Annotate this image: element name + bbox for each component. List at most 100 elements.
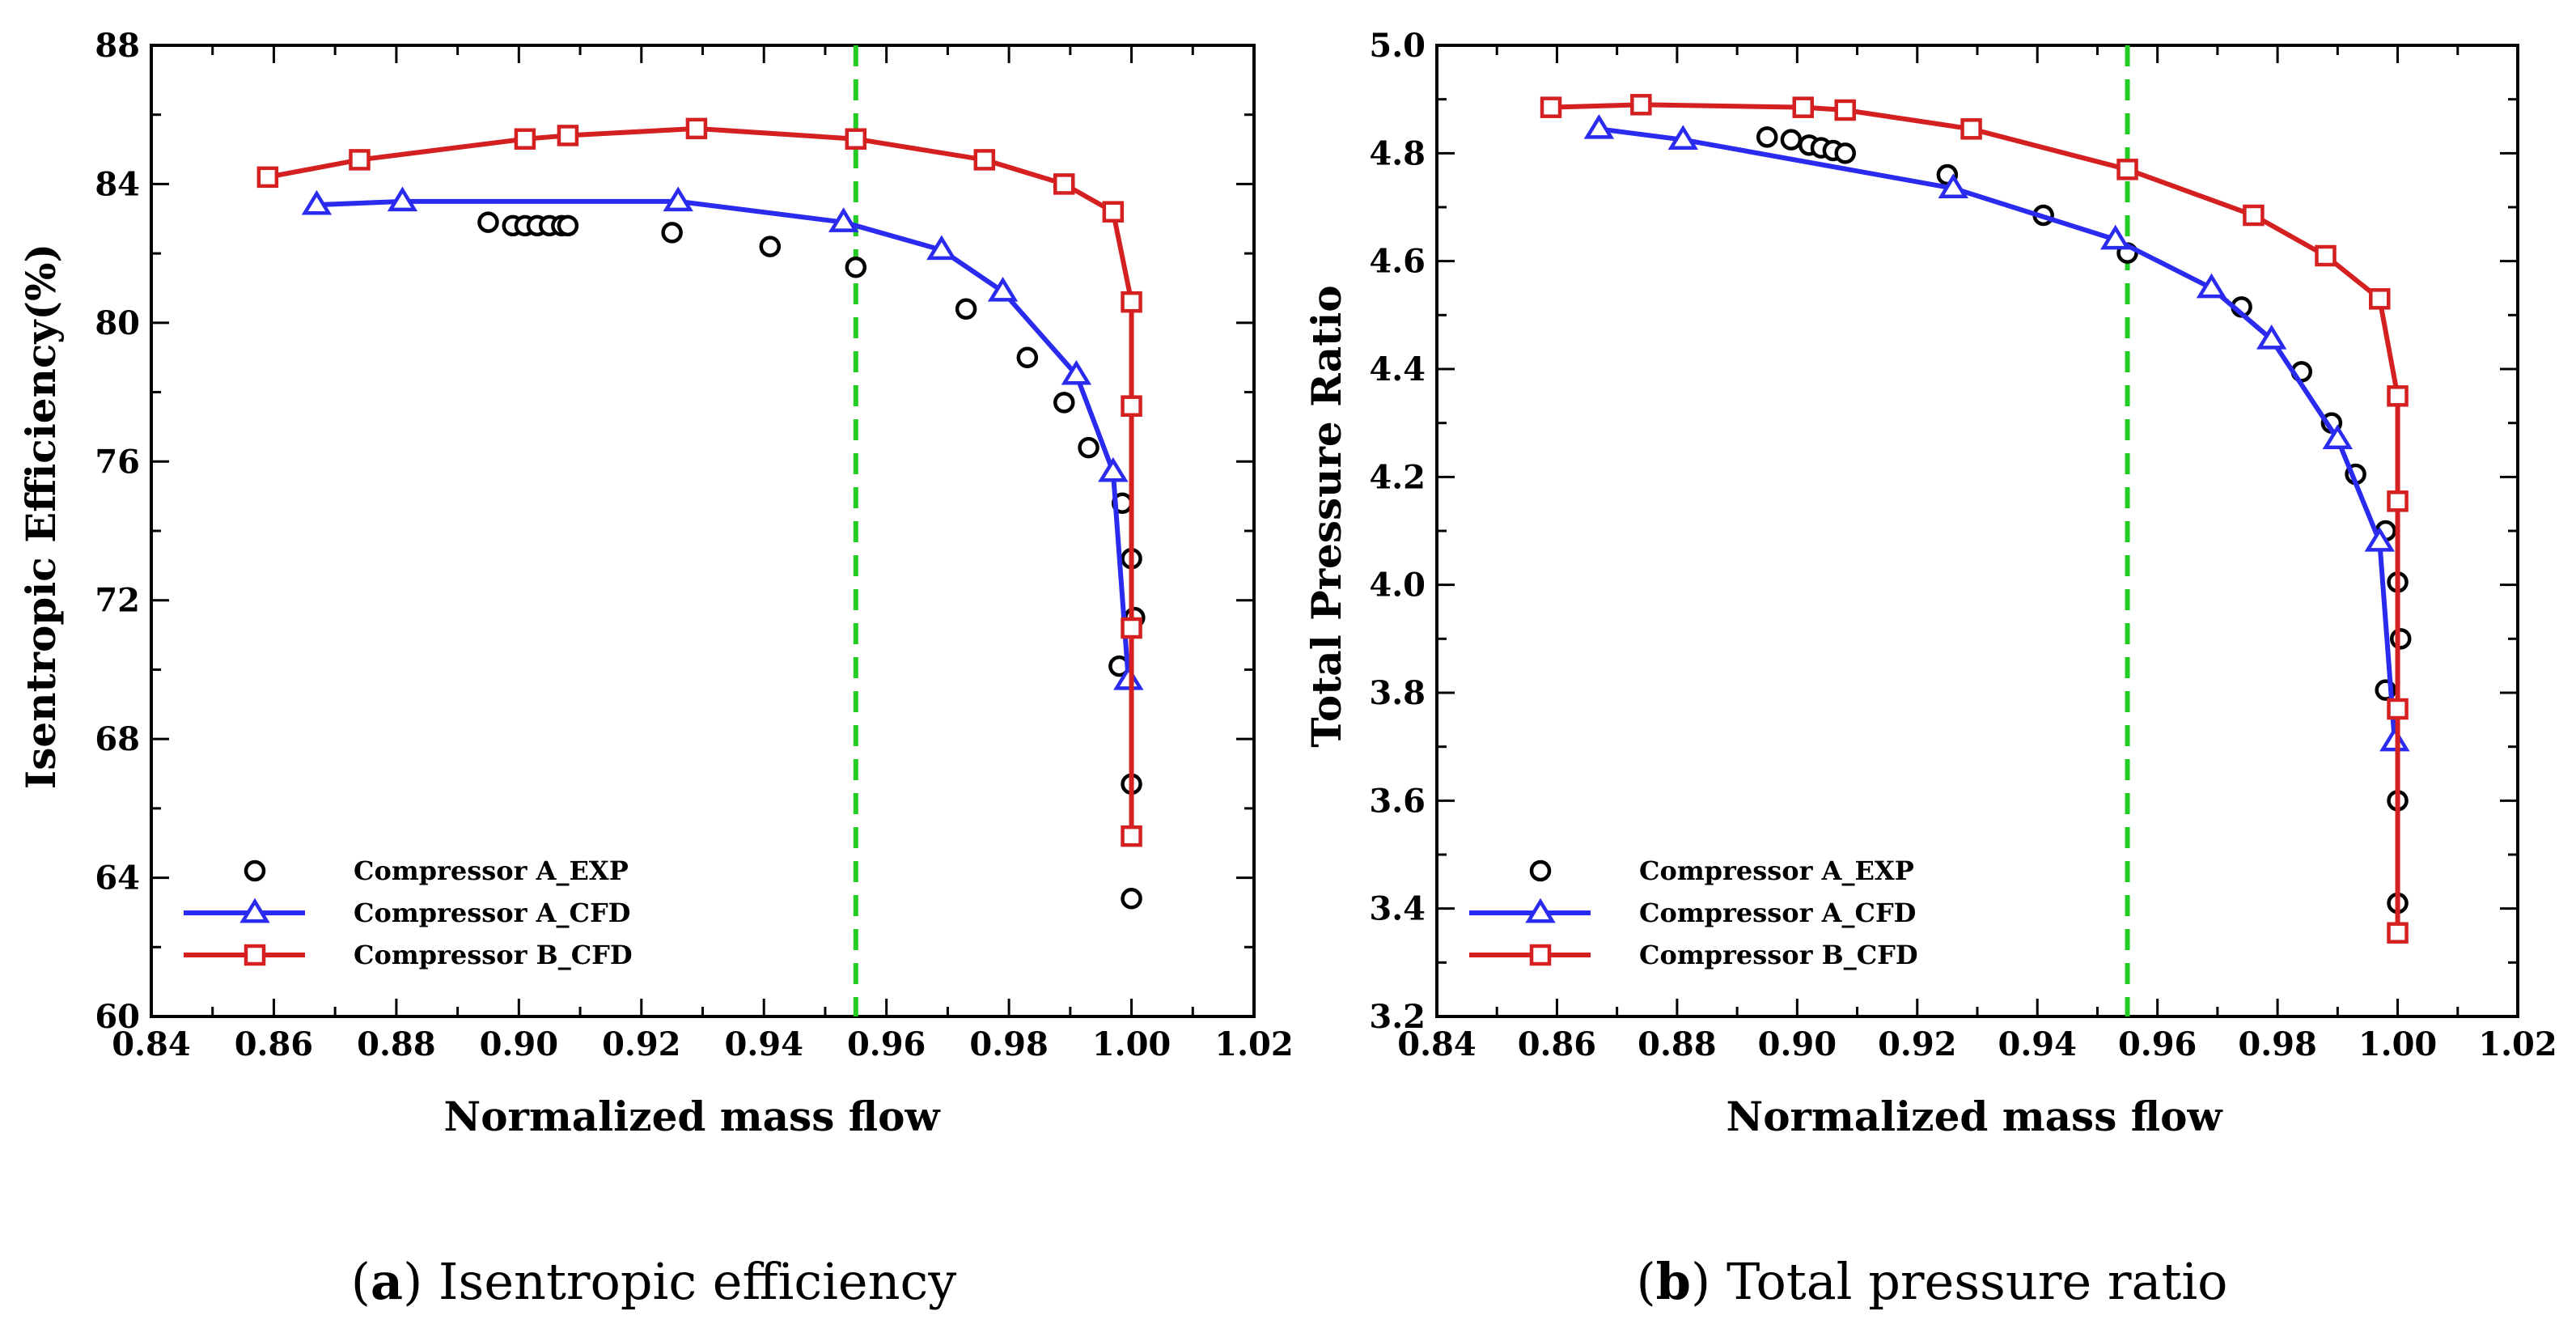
panel-a-xtick-label: 0.90 xyxy=(480,1025,558,1063)
panel-b-ytick-label: 5.0 xyxy=(1369,27,1426,65)
panel-b-series-compressor-a-cfd-point xyxy=(2256,325,2287,350)
panel-a-legend-compressor-b-cfd-label: Compressor B_CFD xyxy=(354,940,633,970)
panel-a-xtick-label: 0.98 xyxy=(969,1025,1048,1063)
panel-a-ytick-label: 84 xyxy=(95,165,140,203)
panel-a-xtick-label: 0.86 xyxy=(235,1025,313,1063)
panel-b-series-compressor-b-cfd-point xyxy=(2369,288,2391,310)
panel-b-ytick-label: 4.0 xyxy=(1369,567,1426,605)
panel-b-series-compressor-b-cfd-point xyxy=(2387,922,2409,944)
panel-b-series-compressor-b-cfd-line xyxy=(1550,102,2400,933)
panel-b-legend-compressor-a-exp-label: Compressor A_EXP xyxy=(1639,855,1914,886)
panel-a-series-compressor-b-cfd-point xyxy=(557,125,579,146)
panel-b-series-compressor-b-cfd-point xyxy=(2387,385,2409,407)
panel-b-xlabel: Normalized mass flow xyxy=(1726,1093,2223,1140)
panel-a-series-compressor-a-cfd-point xyxy=(301,189,333,215)
panel-b-series-compressor-b-cfd-point xyxy=(2387,490,2409,512)
panel-a-ytick-label: 72 xyxy=(95,582,140,620)
panel-a-series-compressor-b-cfd-point xyxy=(973,149,996,171)
panel-b-series-compressor-a-exp-point xyxy=(1780,129,1803,151)
panel-b-xtick-label: 1.00 xyxy=(2358,1025,2437,1063)
panel-a-series-compressor-a-cfd-point xyxy=(926,235,957,261)
panel-a-series-compressor-b-cfd-point xyxy=(1121,395,1142,417)
panel-b-series-compressor-a-exp-point xyxy=(2390,628,2412,650)
panel-a-series-compressor-a-cfd-point xyxy=(387,186,418,212)
panel-a-legend-compressor-a-cfd-marker xyxy=(239,898,270,923)
panel-b-series-compressor-a-exp-point xyxy=(1756,126,1778,148)
panel-b: 0.84 0.86 0.88 0.90 0.92 0.94 0.96 0.98 1.00 1.02… xyxy=(1303,27,2557,1311)
panel-b-legend-compressor-b-cfd-label: Compressor B_CFD xyxy=(1639,940,1918,970)
panel-b-frame xyxy=(1435,44,2519,1018)
panel-a-ytick-label: 60 xyxy=(95,998,140,1036)
panel-a-ytick-label: 64 xyxy=(95,859,140,898)
panel-a-series-compressor-a-exp-point xyxy=(955,298,977,320)
panel-b-ytick-label: 4.2 xyxy=(1369,458,1426,496)
panel-a-series-compressor-a-exp-point xyxy=(477,211,499,233)
panel-b-legend-compressor-b-cfd-marker xyxy=(1529,944,1552,966)
panel-a: 0.84 0.86 0.88 0.90 0.92 0.94 0.96 0.98 1.00 1.02… xyxy=(17,27,1294,1311)
panel-a-series-compressor-a-exp-point xyxy=(759,236,782,257)
panel-a-series-compressor-b-cfd-point xyxy=(1102,201,1125,223)
panel-b-series-compressor-b-cfd-point xyxy=(1960,118,1982,140)
panel-b-series-compressor-b-cfd-point xyxy=(2243,204,2265,227)
panel-b-legend-compressor-a-cfd-label: Compressor A_CFD xyxy=(1639,898,1916,928)
panel-a-series-compressor-b-cfd-point xyxy=(1053,173,1075,195)
panel-a-caption-text: Isentropic efficiency xyxy=(439,1252,956,1311)
panel-a-caption: (a) Isentropic efficiency xyxy=(351,1252,957,1311)
panel-b-ytick-label: 3.8 xyxy=(1369,674,1426,712)
panel-b-xtick-label: 1.02 xyxy=(2478,1025,2557,1063)
panel-a-caption-letter: a xyxy=(371,1252,403,1311)
panel-b-series-compressor-b-cfd-point xyxy=(1630,94,1652,116)
panel-a-series-compressor-a-exp-point xyxy=(661,222,683,244)
panel-a-ytick-label: 80 xyxy=(95,304,140,342)
panel-b-series-compressor-a-cfd-point xyxy=(1667,125,1699,150)
panel-a-xtick-label: 1.02 xyxy=(1214,1025,1293,1063)
panel-b-caption: (b) Total pressure ratio xyxy=(1636,1252,2227,1311)
panel-b-series-compressor-a-cfd-point xyxy=(2196,273,2227,299)
panel-a-series-compressor-b-cfd-point xyxy=(685,117,708,140)
panel-a-series-compressor-a-cfd-point xyxy=(1061,359,1092,385)
panel-b-ytick-label: 3.6 xyxy=(1369,782,1426,820)
panel-a-series-compressor-a-cfd-point xyxy=(663,186,693,212)
panel-b-series-compressor-b-cfd-point xyxy=(2116,159,2138,180)
panel-a-series-compressor-a-cfd-point xyxy=(1098,456,1129,482)
panel-a-plot: 0.84 0.86 0.88 0.90 0.92 0.94 0.96 0.98 1.00 1.02… xyxy=(95,27,1293,1063)
panel-b-ylabel: Total Pressure Ratio xyxy=(1303,285,1350,747)
panel-a-xtick-label: 0.94 xyxy=(725,1025,803,1063)
panel-a-series-compressor-b-cfd-point xyxy=(256,166,279,189)
panel-a-legend-compressor-a-cfd-label: Compressor A_CFD xyxy=(354,898,630,928)
panel-b-xtick-label: 0.88 xyxy=(1638,1025,1716,1063)
panel-b-series-compressor-b-cfd-point xyxy=(2387,698,2409,720)
panel-a-series-compressor-b-cfd-point xyxy=(1121,825,1142,847)
panel-a-series-compressor-a-exp-point xyxy=(845,257,867,278)
panel-b-ytick-label: 4.8 xyxy=(1369,134,1426,172)
panel-b-xtick-label: 0.84 xyxy=(1397,1025,1476,1063)
panel-b-xtick-label: 0.94 xyxy=(1998,1025,2077,1063)
panel-b-ytick-label: 3.2 xyxy=(1369,998,1426,1036)
panel-a-series-compressor-a-exp-point xyxy=(1121,888,1142,910)
panel-b-series-compressor-a-cfd-point xyxy=(1583,114,1615,139)
panel-b-series-compressor-b-cfd-point xyxy=(1834,99,1856,121)
panel-b-caption-letter: b xyxy=(1656,1252,1691,1311)
panel-a-series-compressor-b-cfd-line xyxy=(267,125,1134,837)
panel-b-caption-text: Total pressure ratio xyxy=(1727,1252,2228,1311)
panel-a-series-compressor-b-cfd-point xyxy=(514,128,536,150)
panel-a-ytick-label: 68 xyxy=(95,720,140,758)
panel-a-xtick-label: 0.92 xyxy=(602,1025,680,1063)
panel-a-ytick-label: 76 xyxy=(95,443,140,481)
panel-a-legend-compressor-a-exp-marker xyxy=(244,859,266,882)
panel-b-xtick-label: 0.86 xyxy=(1518,1025,1596,1063)
panel-a-xlabel: Normalized mass flow xyxy=(443,1093,941,1140)
panel-a-series-compressor-a-cfd-point xyxy=(1113,664,1144,690)
panel-a-ytick-label: 88 xyxy=(95,27,140,65)
panel-a-series-compressor-a-cfd-point xyxy=(828,207,859,232)
panel-b-legend-compressor-a-cfd-marker xyxy=(1525,898,1556,923)
panel-b-series-compressor-a-cfd-point xyxy=(2364,527,2395,552)
panel-b-series-compressor-b-cfd-point xyxy=(2315,244,2337,267)
panel-a-ylabel: Isentropic Efficiency(%) xyxy=(17,244,65,789)
panel-a-series-compressor-a-exp-point xyxy=(1053,392,1075,414)
panel-b-ytick-label: 4.6 xyxy=(1369,243,1426,281)
panel-a-xtick-label: 0.88 xyxy=(357,1025,435,1063)
panel-a-legend-compressor-b-cfd-marker xyxy=(244,944,266,966)
panel-a-series-compressor-b-cfd-point xyxy=(1121,291,1142,313)
